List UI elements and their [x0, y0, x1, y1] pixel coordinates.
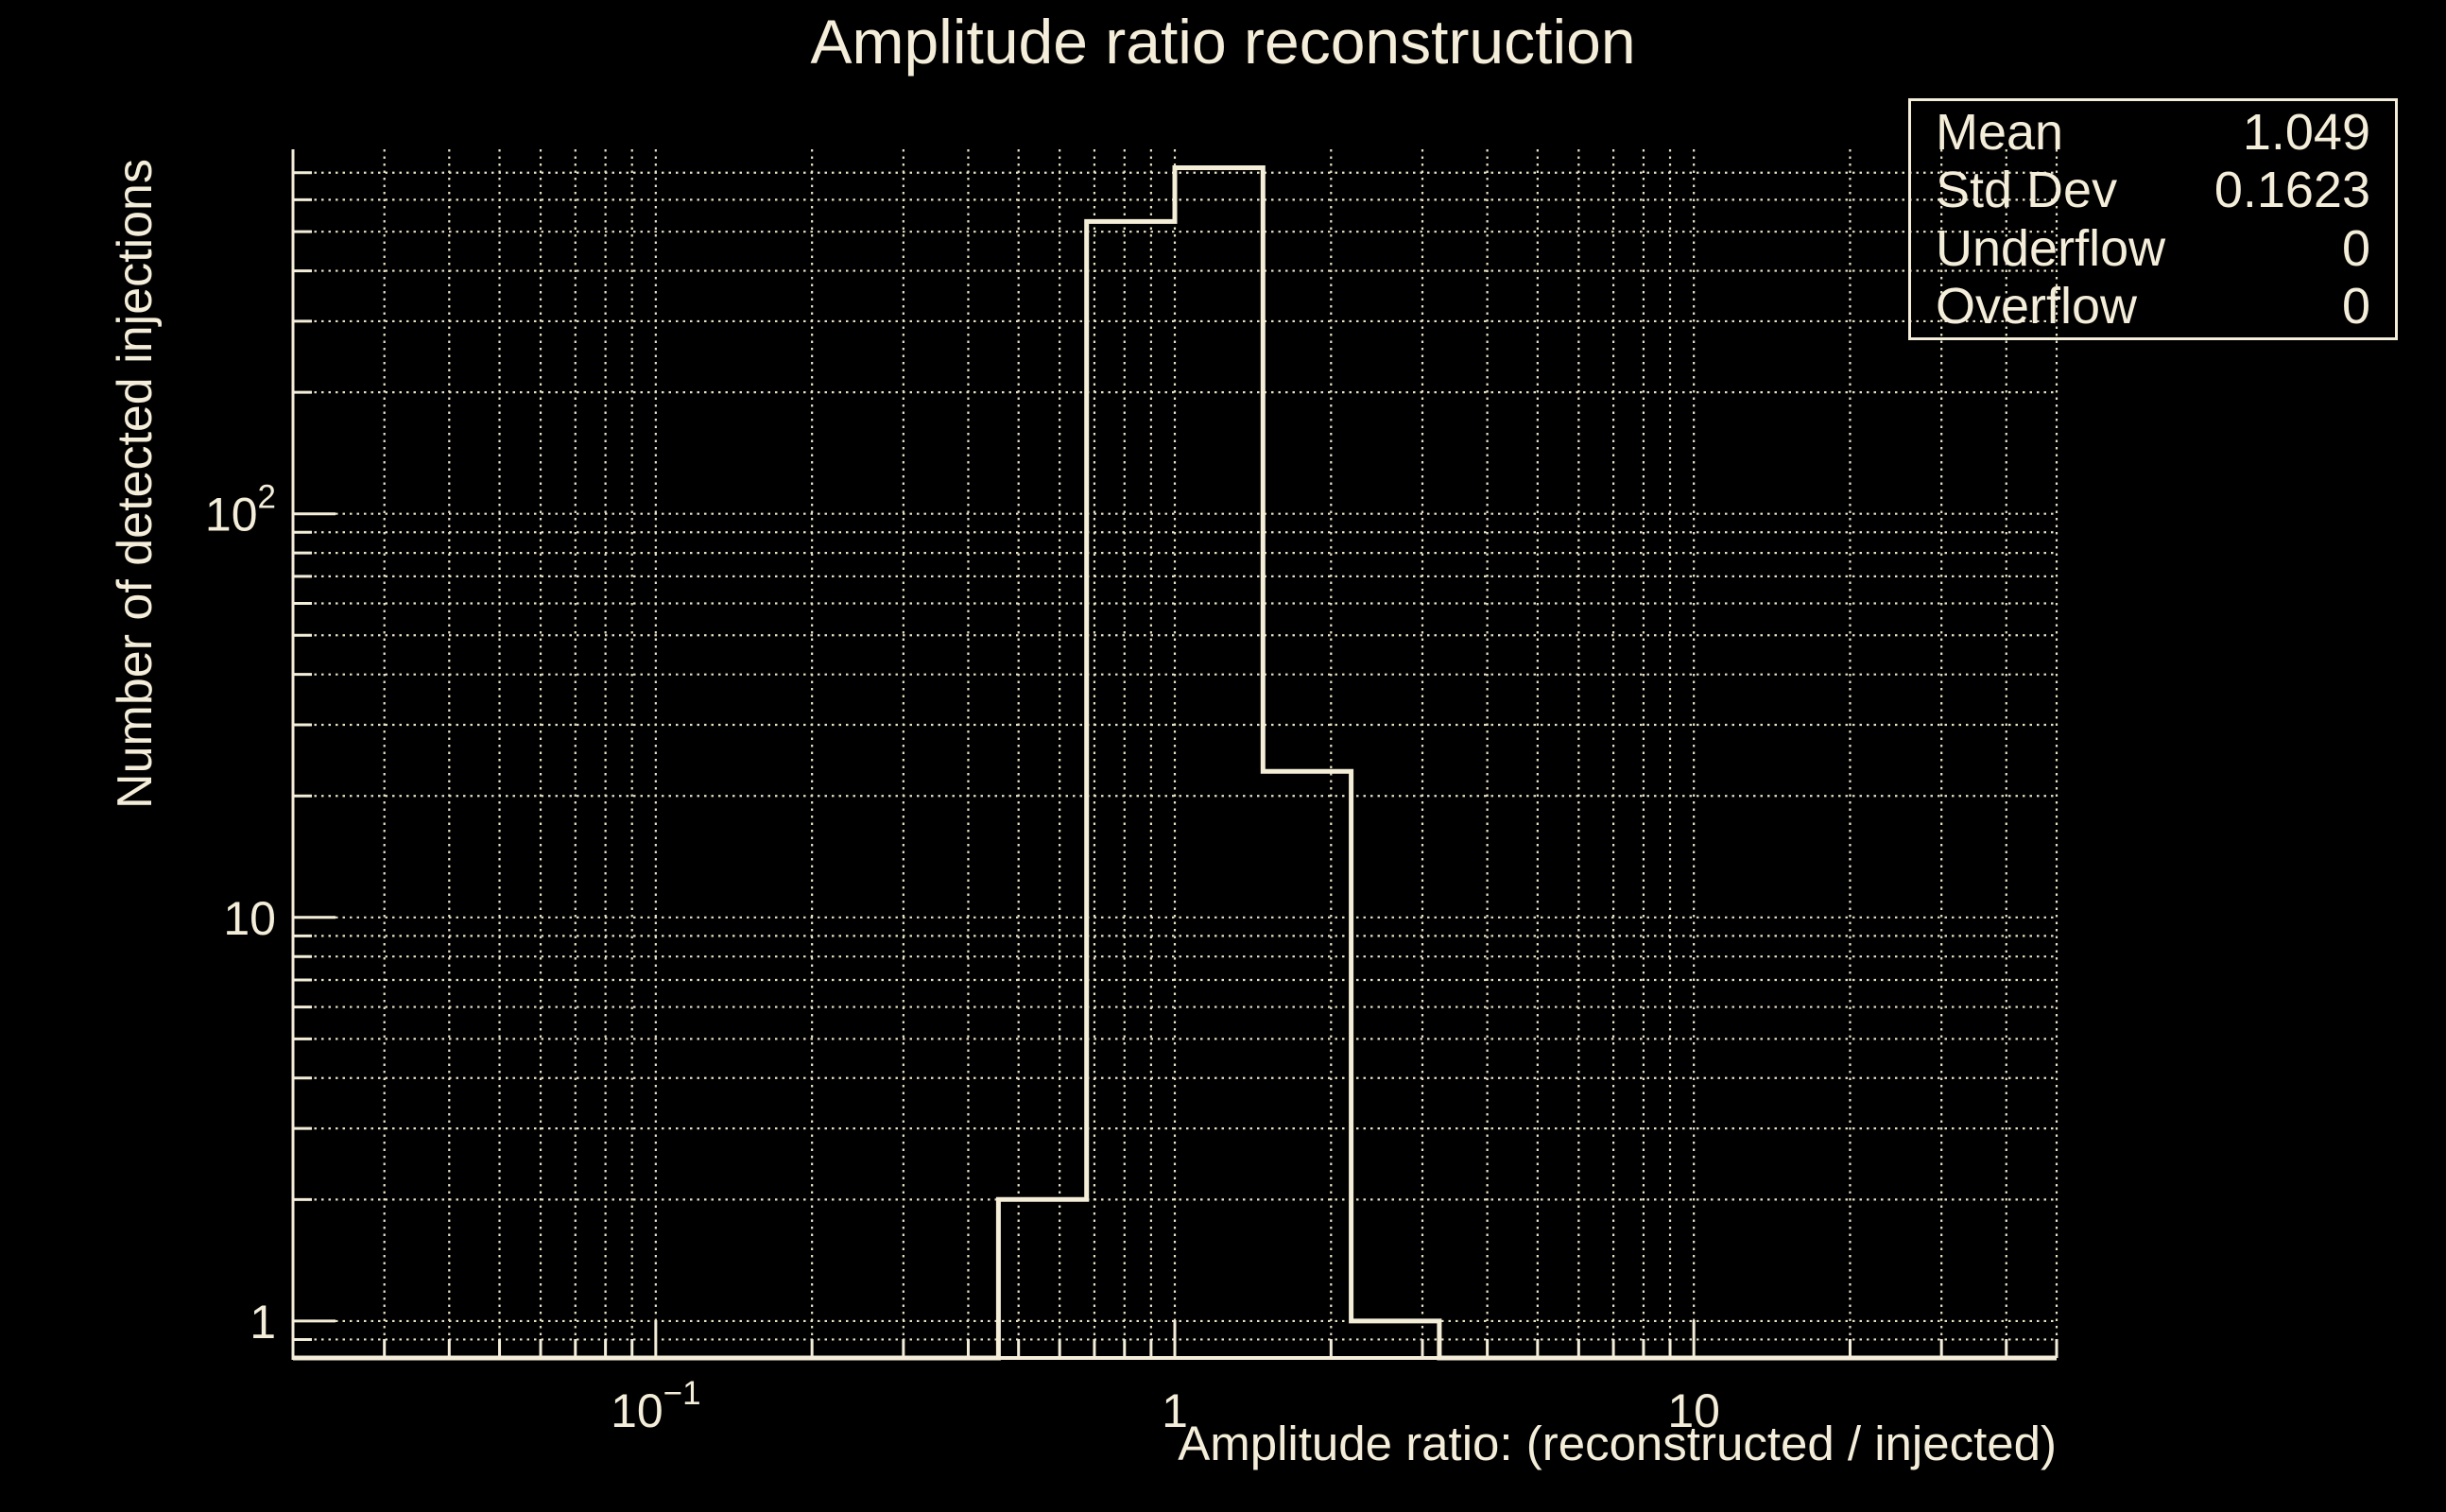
y-axis-title: Number of detected injections	[108, 159, 163, 809]
stats-row-underflow: Underflow 0	[1911, 220, 2395, 277]
stats-value-mean: 1.049	[2242, 103, 2370, 161]
stats-row-mean: Mean 1.049	[1911, 104, 2395, 161]
x-tick-label: 1	[1162, 1384, 1188, 1437]
stats-label-overflow: Overflow	[1936, 278, 2138, 335]
histogram-line	[293, 165, 2057, 1361]
x-axis-title: Amplitude ratio: (reconstructed / inject…	[1178, 1417, 2057, 1470]
stats-label-stddev: Std Dev	[1936, 162, 2118, 219]
stats-value-overflow: 0	[2341, 278, 2370, 335]
stats-value-underflow: 0	[2341, 219, 2370, 277]
chart-title: Amplitude ratio reconstruction	[810, 7, 1636, 77]
stats-label-mean: Mean	[1936, 103, 2064, 161]
y-tick-label: 1	[250, 1296, 276, 1349]
y-tick-label: 10	[223, 892, 276, 945]
stats-label-underflow: Underflow	[1936, 219, 2166, 277]
stats-row-overflow: Overflow 0	[1911, 278, 2395, 335]
stats-value-stddev: 0.1623	[2213, 162, 2370, 219]
x-tick-label: 10−1	[611, 1375, 701, 1437]
stats-box: Mean 1.049 Std Dev 0.1623 Underflow 0 Ov…	[1908, 98, 2398, 340]
y-tick-label: 102	[205, 479, 276, 541]
stats-row-stddev: Std Dev 0.1623	[1911, 162, 2395, 218]
x-tick-label: 10	[1667, 1384, 1720, 1437]
